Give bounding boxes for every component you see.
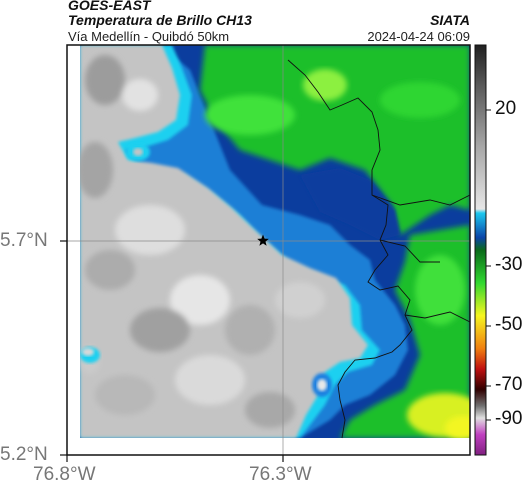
- region-subtitle: Vía Medellín - Quibdó 50km: [68, 29, 230, 44]
- colorbar-tick-label: -70: [495, 374, 523, 395]
- lon-tick-label: 76.3°W: [249, 464, 312, 485]
- lon-tick-label: 76.8°W: [33, 464, 96, 485]
- lat-tick-label: 5.2°N: [0, 444, 48, 465]
- timestamp-label: 2024-04-24 06:09: [367, 29, 470, 44]
- colorbar-tick-label: 20: [495, 98, 517, 119]
- product-title: Temperatura de Brillo CH13: [68, 12, 252, 28]
- satellite-name: GOES-EAST: [68, 0, 151, 13]
- colorbar-tick-label: -50: [495, 314, 523, 335]
- lat-tick-label: 5.7°N: [0, 230, 48, 251]
- star-icon: [257, 234, 269, 246]
- organization-label: SIATA: [430, 12, 470, 28]
- colorbar: [474, 44, 487, 456]
- colorbar-tick-label: -90: [495, 408, 523, 429]
- colorbar-tick-label: -30: [495, 254, 523, 275]
